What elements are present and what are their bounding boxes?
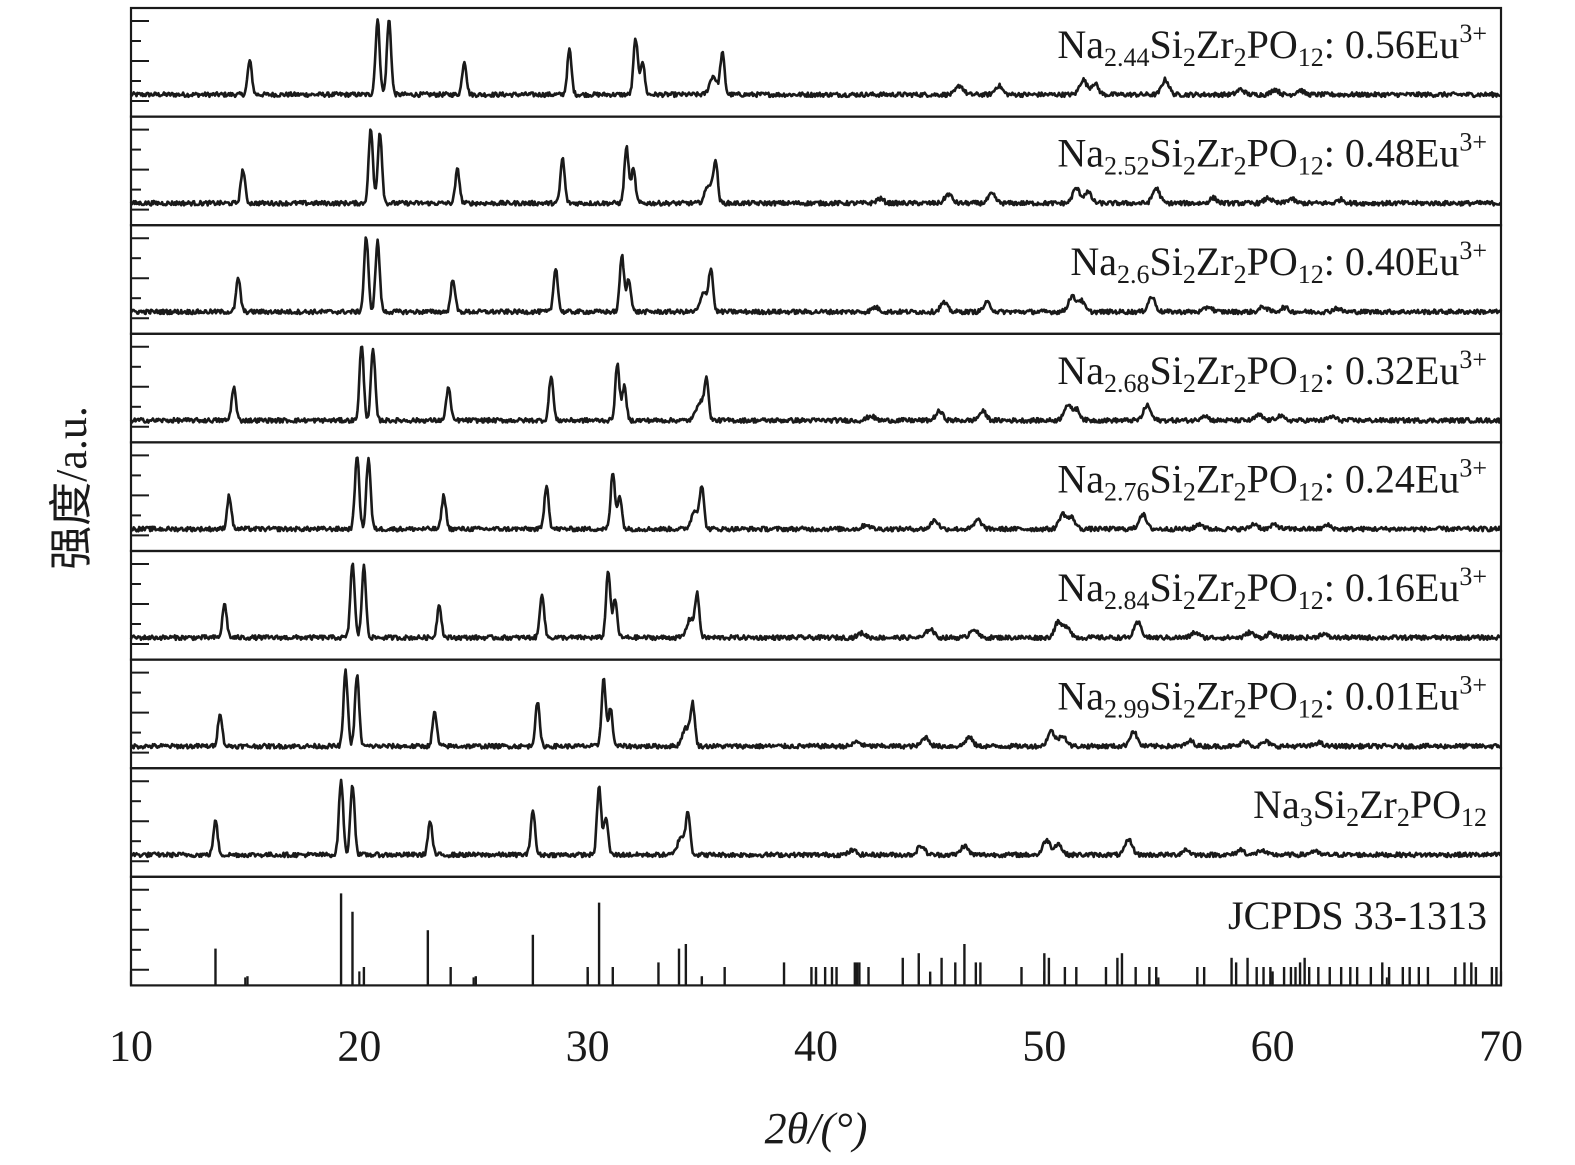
x-axis: 10 20 30 40 50 60 70 bbox=[109, 971, 1523, 1070]
panels-layer: Na2.44Si2Zr2PO12: 0.56Eu3+ Na2.52Si2Zr2PO… bbox=[129, 6, 1503, 987]
y-axis-label: 强度/a.u. bbox=[47, 406, 96, 570]
x-tick-label: 20 bbox=[337, 1021, 381, 1070]
x-tick-label: 50 bbox=[1022, 1021, 1066, 1070]
x-tick-label: 40 bbox=[794, 1021, 838, 1070]
pattern-panel: Na2.44Si2Zr2PO12: 0.56Eu3+ bbox=[129, 6, 1503, 118]
x-tick-label: 10 bbox=[109, 1021, 153, 1070]
x-tick-label: 60 bbox=[1251, 1021, 1295, 1070]
reference-panel: JCPDS 33-1313 bbox=[129, 875, 1503, 987]
x-tick-label: 70 bbox=[1479, 1021, 1523, 1070]
pattern-series-line bbox=[129, 345, 1503, 424]
reference-label: JCPDS 33-1313 bbox=[1228, 893, 1487, 938]
pattern-series-line bbox=[130, 456, 1503, 533]
panel-label: Na2.84Si2Zr2PO12: 0.16Eu3+ bbox=[1057, 562, 1487, 615]
pattern-panel: Na2.68Si2Zr2PO12: 0.32Eu3+ bbox=[129, 332, 1503, 444]
pattern-panel: Na2.99Si2Zr2PO12: 0.01Eu3+ bbox=[129, 658, 1503, 770]
pattern-panel: Na2.6Si2Zr2PO12: 0.40Eu3+ bbox=[129, 224, 1503, 335]
pattern-panel: Na2.76Si2Zr2PO12: 0.24Eu3+ bbox=[129, 441, 1503, 553]
pattern-series-line bbox=[129, 668, 1503, 750]
panel-label: Na2.99Si2Zr2PO12: 0.01Eu3+ bbox=[1057, 671, 1487, 724]
pattern-series-line bbox=[129, 236, 1503, 316]
panel-label: Na3Si2Zr2PO12 bbox=[1253, 782, 1487, 832]
pattern-series-line bbox=[129, 562, 1503, 642]
pattern-series-line bbox=[129, 778, 1502, 859]
panel-label: Na2.6Si2Zr2PO12: 0.40Eu3+ bbox=[1070, 236, 1487, 289]
panel-label: Na2.76Si2Zr2PO12: 0.24Eu3+ bbox=[1057, 453, 1487, 506]
panel-label: Na2.52Si2Zr2PO12: 0.48Eu3+ bbox=[1057, 128, 1487, 181]
pattern-series-line bbox=[129, 128, 1502, 207]
panel-label: Na2.68Si2Zr2PO12: 0.32Eu3+ bbox=[1057, 345, 1487, 398]
panel-label: Na2.44Si2Zr2PO12: 0.56Eu3+ bbox=[1057, 19, 1487, 72]
x-axis-label: 2θ/(°) bbox=[765, 1104, 868, 1153]
pattern-series-line bbox=[129, 18, 1502, 99]
x-tick-label: 30 bbox=[566, 1021, 610, 1070]
